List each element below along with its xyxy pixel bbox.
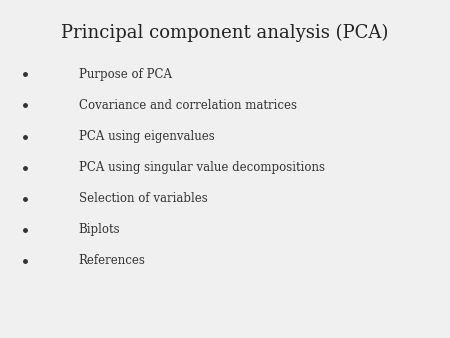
Text: Covariance and correlation matrices: Covariance and correlation matrices: [79, 99, 297, 112]
Text: Biplots: Biplots: [79, 223, 121, 236]
Text: References: References: [79, 255, 146, 267]
Text: Principal component analysis (PCA): Principal component analysis (PCA): [61, 24, 389, 42]
Text: PCA using eigenvalues: PCA using eigenvalues: [79, 130, 215, 143]
Text: PCA using singular value decompositions: PCA using singular value decompositions: [79, 161, 325, 174]
Text: Selection of variables: Selection of variables: [79, 192, 207, 205]
Text: Purpose of PCA: Purpose of PCA: [79, 68, 172, 81]
